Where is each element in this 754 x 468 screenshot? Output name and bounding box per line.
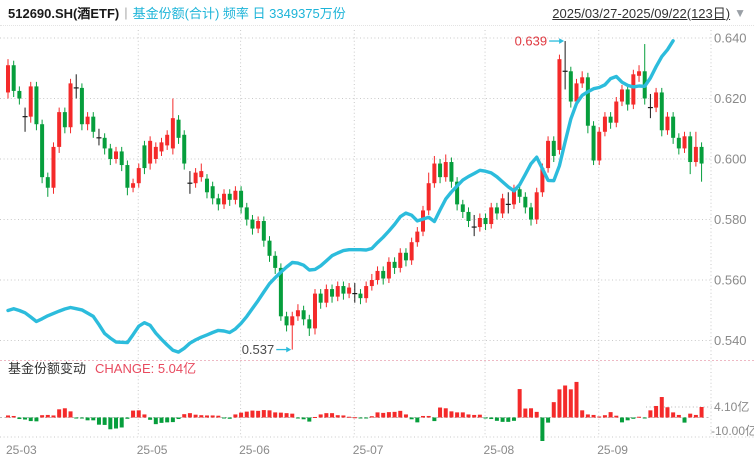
svg-text:0.600: 0.600 — [714, 152, 747, 167]
share-change-bars — [6, 381, 704, 441]
header-title-group: 512690.SH(酒ETF) | 基金份额(合计) 频率 日 3349375万… — [8, 3, 346, 22]
date-range-selector[interactable]: 2025/03/27-2025/09/22(123日) ▼ — [552, 3, 754, 22]
svg-text:0.560: 0.560 — [714, 273, 747, 288]
bars-axis-label-positive: 4.10亿 — [714, 399, 749, 414]
symbol-title: 512690.SH(酒ETF) — [8, 6, 120, 21]
panel2-change-value: CHANGE: 5.04亿 — [95, 361, 196, 376]
header-separator: | — [124, 5, 128, 20]
fund-share-line — [6, 39, 675, 354]
svg-text:25-07: 25-07 — [353, 443, 384, 457]
svg-text:25-06: 25-06 — [239, 443, 270, 457]
chart-canvas[interactable]: 0.640 0.620 0.600 0.580 0.560 0.540 25-03 25-05… — [0, 26, 754, 463]
svg-text:0.639: 0.639 — [515, 34, 548, 49]
svg-text:0.540: 0.540 — [714, 333, 747, 348]
svg-text:25-03: 25-03 — [6, 443, 37, 457]
series-info-label: 基金份额(合计) 频率 日 3349375万份 — [132, 6, 346, 21]
dropdown-arrow-icon[interactable]: ▼ — [734, 5, 746, 20]
candlestick-series — [6, 41, 704, 350]
date-range-text[interactable]: 2025/03/27-2025/09/22(123日) — [552, 6, 731, 21]
header: 512690.SH(酒ETF) | 基金份额(合计) 频率 日 3349375万… — [0, 0, 754, 26]
svg-text:0.640: 0.640 — [714, 31, 747, 46]
svg-text:25-09: 25-09 — [597, 443, 628, 457]
bars-axis-label-negative: -10.00亿 — [711, 423, 754, 438]
svg-text:25-05: 25-05 — [137, 443, 168, 457]
svg-text:0.620: 0.620 — [714, 91, 747, 106]
annotations: 0.639 0.537 — [242, 34, 565, 357]
svg-text:0.580: 0.580 — [714, 212, 747, 227]
axis-labels: 0.640 0.620 0.600 0.580 0.560 0.540 25-03 25-05… — [6, 31, 747, 458]
panel2-title: 基金份额变动 — [8, 361, 86, 376]
svg-text:25-08: 25-08 — [484, 443, 515, 457]
svg-text:0.537: 0.537 — [242, 342, 275, 357]
